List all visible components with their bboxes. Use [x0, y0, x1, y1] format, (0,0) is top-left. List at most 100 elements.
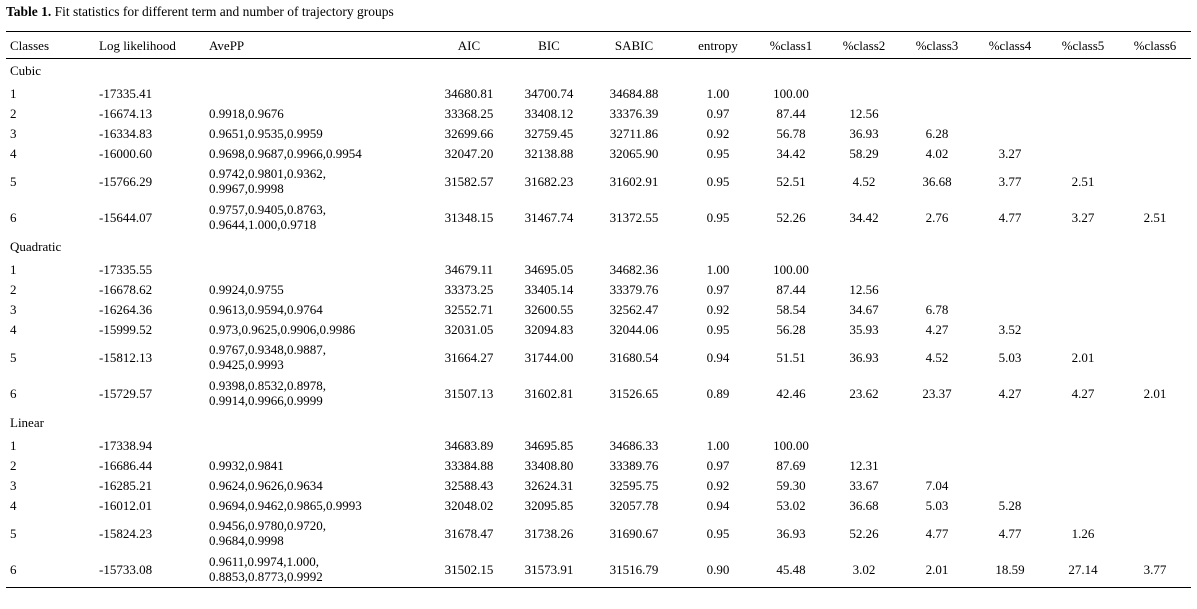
cell-sabic: 31690.67 — [609, 525, 659, 541]
header-pct-class1: %class1 — [769, 37, 813, 53]
cell-pct-class1: 52.26 — [776, 209, 806, 225]
avepp-line: 0.9757,0.9405,0.8763, — [209, 202, 326, 217]
avepp-line: 0.9924,0.9755 — [209, 281, 284, 297]
cell-bic: 32138.88 — [524, 145, 574, 161]
cell-sabic: 34686.33 — [609, 437, 659, 453]
header-pct-class4: %class4 — [988, 37, 1032, 53]
cell-bic: 33405.14 — [524, 281, 574, 297]
cell-pct-class2: 12.56 — [849, 105, 879, 121]
cell-log-likelihood: -15644.07 — [99, 209, 153, 225]
cell-log-likelihood: -16264.36 — [99, 301, 153, 317]
cell-pct-class3: 36.68 — [922, 173, 952, 189]
group-label: Linear — [10, 415, 44, 430]
cell-pct-class2: 36.68 — [849, 497, 879, 513]
cell-pct-class2 — [828, 83, 900, 103]
cell-log-likelihood: -16012.01 — [99, 497, 153, 513]
cell-entropy: 0.94 — [706, 349, 730, 365]
cell-pct-class1: 100.00 — [773, 437, 809, 453]
cell-pct-class2: 36.93 — [849, 125, 879, 141]
table-row: 5 -15824.23 0.9456,0.9780,0.9720, 0.9684,0.… — [6, 515, 1191, 551]
table-row: 6 -15729.57 0.9398,0.8532,0.8978, 0.9914,0.… — [6, 375, 1191, 411]
cell-pct-class2: 12.56 — [849, 281, 879, 297]
cell-pct-class6 — [1119, 103, 1191, 123]
cell-classes: 6 — [10, 209, 17, 225]
cell-pct-class4: 3.27 — [998, 145, 1022, 161]
cell-sabic: 33376.39 — [609, 105, 659, 121]
table-row: 4 -16012.01 0.9694,0.9462,0.9865,0.9993 320… — [6, 495, 1191, 515]
cell-pct-class4: 4.27 — [998, 385, 1022, 401]
cell-pct-class3: 7.04 — [925, 477, 949, 493]
avepp-line: 0.9742,0.9801,0.9362, — [209, 166, 326, 181]
cell-avepp: 0.9757,0.9405,0.8763, 0.9644,1.000,0.9718 — [209, 199, 409, 235]
cell-pct-class6 — [1119, 279, 1191, 299]
cell-pct-class2: 52.26 — [849, 525, 879, 541]
header-pct-class3: %class3 — [915, 37, 959, 53]
cell-pct-class5 — [1047, 435, 1119, 455]
cell-pct-class2: 35.93 — [849, 321, 879, 337]
avepp-line: 0.9767,0.9348,0.9887, — [209, 342, 326, 357]
cell-sabic: 32562.47 — [609, 301, 659, 317]
cell-aic: 32588.43 — [444, 477, 494, 493]
header-classes: Classes — [10, 37, 49, 53]
cell-bic: 34695.05 — [524, 261, 574, 277]
cell-log-likelihood: -16000.60 — [99, 145, 153, 161]
cell-pct-class3 — [901, 455, 973, 475]
group-label: Cubic — [10, 63, 42, 78]
cell-pct-class5 — [1047, 83, 1119, 103]
header-sabic: SABIC — [614, 37, 654, 53]
cell-classes: 2 — [10, 281, 17, 297]
table-row: 2 -16686.44 0.9932,0.9841 33384.88 33408.80 3… — [6, 455, 1191, 475]
cell-sabic: 31516.79 — [609, 561, 659, 577]
cell-pct-class6 — [1119, 299, 1191, 319]
cell-pct-class6: 2.51 — [1143, 209, 1167, 225]
cell-log-likelihood: -16686.44 — [99, 457, 153, 473]
cell-aic: 33384.88 — [444, 457, 494, 473]
cell-pct-class6 — [1119, 319, 1191, 339]
cell-classes: 3 — [10, 477, 17, 493]
table-row: 3 -16334.83 0.9651,0.9535,0.9959 32699.66 32… — [6, 123, 1191, 143]
cell-pct-class6 — [1119, 435, 1191, 455]
cell-bic: 31738.26 — [524, 525, 574, 541]
avepp-line: 0.9932,0.9841 — [209, 457, 284, 473]
avepp-line: 0.9398,0.8532,0.8978, — [209, 378, 326, 393]
cell-avepp: 0.9624,0.9626,0.9634 — [209, 475, 409, 495]
cell-pct-class1: 87.44 — [776, 281, 806, 297]
table-row: 5 -15812.13 0.9767,0.9348,0.9887, 0.9425,0.… — [6, 339, 1191, 375]
cell-avepp: 0.973,0.9625,0.9906,0.9986 — [209, 319, 409, 339]
cell-bic: 34700.74 — [524, 85, 574, 101]
table-row: 2 -16674.13 0.9918,0.9676 33368.25 33408.12 3… — [6, 103, 1191, 123]
cell-avepp: 0.9651,0.9535,0.9959 — [209, 123, 409, 143]
cell-pct-class1: 100.00 — [773, 261, 809, 277]
cell-pct-class3 — [901, 103, 973, 123]
cell-pct-class1: 42.46 — [776, 385, 806, 401]
cell-pct-class5 — [1047, 299, 1119, 319]
cell-classes: 4 — [10, 497, 17, 513]
cell-avepp: 0.9613,0.9594,0.9764 — [209, 299, 409, 319]
cell-entropy: 0.90 — [706, 561, 730, 577]
cell-pct-class5: 1.26 — [1071, 525, 1095, 541]
cell-log-likelihood: -15812.13 — [99, 349, 153, 365]
cell-pct-class3 — [901, 259, 973, 279]
cell-pct-class1: 51.51 — [776, 349, 806, 365]
table-row: 3 -16285.21 0.9624,0.9626,0.9634 32588.43 32… — [6, 475, 1191, 495]
cell-classes: 6 — [10, 385, 17, 401]
header-pct-class6: %class6 — [1133, 37, 1177, 53]
header-aic: AIC — [457, 37, 481, 53]
fit-statistics-table: Classes Log likelihood AvePP AIC BIC SABIC ent… — [6, 31, 1191, 588]
cell-sabic: 32711.86 — [609, 125, 659, 141]
cell-pct-class4: 4.77 — [998, 525, 1022, 541]
cell-pct-class2: 34.67 — [849, 301, 879, 317]
cell-sabic: 31602.91 — [609, 173, 659, 189]
cell-classes: 3 — [10, 301, 17, 317]
cell-classes: 5 — [10, 173, 17, 189]
cell-log-likelihood: -15766.29 — [99, 173, 153, 189]
cell-pct-class2 — [828, 435, 900, 455]
cell-pct-class1: 45.48 — [776, 561, 806, 577]
cell-classes: 4 — [10, 145, 17, 161]
cell-pct-class1: 36.93 — [776, 525, 806, 541]
cell-log-likelihood: -15733.08 — [99, 561, 153, 577]
table-caption: Table 1. Fit statistics for different te… — [6, 3, 394, 21]
cell-avepp: 0.9924,0.9755 — [209, 279, 409, 299]
cell-bic: 32600.55 — [524, 301, 574, 317]
cell-avepp: 0.9698,0.9687,0.9966,0.9954 — [209, 143, 409, 163]
